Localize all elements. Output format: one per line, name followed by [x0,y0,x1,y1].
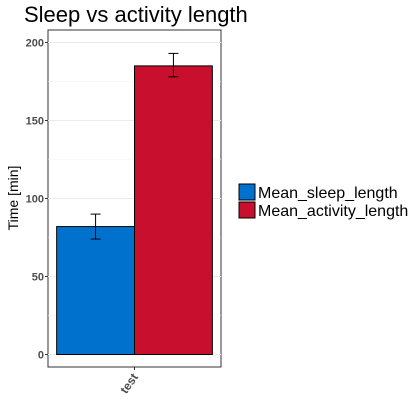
y-tick-label: 0 [38,350,44,362]
y-tick-label: 50 [32,272,44,284]
bars [56,65,213,356]
y-axis: 0 50 100 150 200 [26,37,48,362]
y-tick-label: 150 [26,115,44,127]
bar-mean-sleep-length [56,226,135,356]
y-tick-label: 200 [26,37,44,49]
plot-area [47,29,222,368]
legend-label: Mean_sleep_length [258,185,398,202]
x-axis: test [117,367,141,396]
legend-label: Mean_activity_length [258,203,408,220]
legend-key-mean-activity-length [238,201,256,219]
bar-mean-activity-length [134,65,213,356]
y-tick-label: 100 [26,194,44,206]
error-bars [90,52,179,240]
legend-key-mean-sleep-length [238,183,256,201]
y-axis-label: Time [min] [5,166,21,231]
x-tick-label: test [117,371,141,397]
chart-title: Sleep vs activity length [24,2,248,27]
